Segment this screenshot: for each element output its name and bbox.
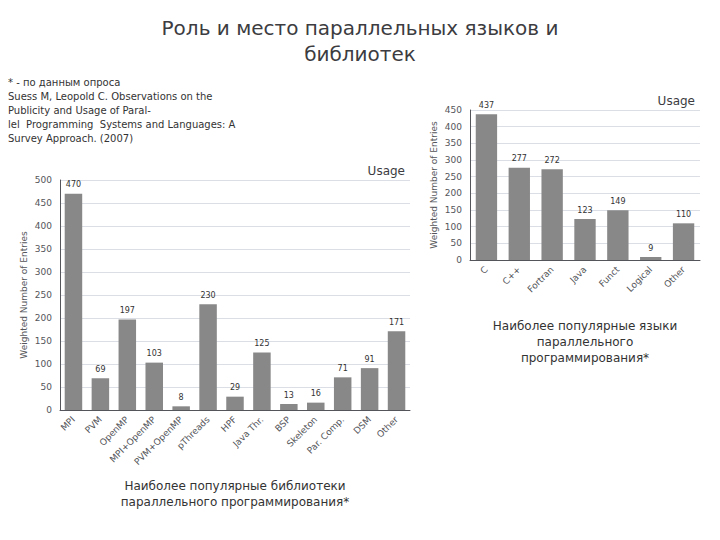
svg-text:470: 470 — [66, 180, 81, 189]
svg-text:* - по данным опроса: * - по данным опроса — [8, 77, 120, 88]
svg-text:DSM: DSM — [352, 414, 373, 435]
svg-text:Funct: Funct — [597, 264, 622, 289]
svg-text:Publicity and Usage of Paral-: Publicity and Usage of Paral- — [8, 105, 151, 116]
svg-text:библиотек: библиотек — [304, 42, 416, 66]
svg-text:Наиболее популярные языки: Наиболее популярные языки — [493, 319, 677, 333]
svg-text:71: 71 — [338, 364, 348, 373]
svg-text:Java Thr.: Java Thr. — [230, 414, 265, 449]
svg-text:Java: Java — [567, 264, 588, 285]
svg-text:MPI: MPI — [59, 414, 77, 432]
svg-text:Роль и место параллельных язык: Роль и место параллельных языков и — [162, 16, 559, 40]
svg-text:150: 150 — [35, 336, 52, 346]
svg-text:69: 69 — [95, 365, 105, 374]
svg-text:200: 200 — [35, 313, 52, 323]
svg-text:Other: Other — [662, 264, 687, 289]
svg-text:lel Programming Systems and: lel Programming Systems and Languages: A — [8, 119, 236, 130]
svg-text:Suess M, Leopold C. Observatio: Suess M, Leopold C. Observations on the — [8, 91, 213, 102]
svg-text:BSP: BSP — [273, 414, 293, 434]
svg-text:100: 100 — [445, 222, 462, 232]
svg-text:программирования*: программирования* — [521, 351, 649, 365]
svg-text:50: 50 — [41, 382, 53, 392]
svg-text:Usage: Usage — [368, 164, 405, 178]
svg-text:230: 230 — [200, 291, 215, 300]
svg-text:450: 450 — [445, 105, 462, 115]
svg-text:Other: Other — [375, 414, 400, 439]
svg-text:13: 13 — [284, 391, 294, 400]
svg-text:29: 29 — [230, 383, 240, 392]
svg-text:100: 100 — [35, 359, 52, 369]
svg-text:9: 9 — [648, 244, 653, 253]
svg-text:Par. Comp.: Par. Comp. — [305, 414, 346, 455]
svg-text:300: 300 — [35, 267, 52, 277]
svg-text:PVM+OpenMP: PVM+OpenMP — [132, 414, 185, 467]
svg-text:8: 8 — [179, 393, 184, 402]
svg-text:450: 450 — [35, 198, 52, 208]
svg-text:параллельного программирования: параллельного программирования* — [121, 495, 350, 509]
svg-text:Skeleton: Skeleton — [284, 414, 320, 449]
svg-text:MPI+OpenMP: MPI+OpenMP — [108, 414, 158, 464]
svg-text:400: 400 — [445, 122, 462, 132]
svg-text:91: 91 — [365, 355, 375, 364]
svg-text:0: 0 — [456, 255, 462, 265]
svg-text:400: 400 — [35, 221, 52, 231]
svg-text:pThreads: pThreads — [175, 414, 212, 451]
svg-text:150: 150 — [445, 205, 462, 215]
svg-text:Fortran: Fortran — [526, 264, 556, 294]
svg-text:197: 197 — [120, 306, 135, 315]
svg-text:PVM: PVM — [83, 414, 104, 435]
svg-text:0: 0 — [46, 405, 52, 415]
svg-text:350: 350 — [35, 244, 52, 254]
svg-text:C: C — [478, 264, 490, 276]
svg-text:Logical: Logical — [625, 264, 654, 293]
svg-text:200: 200 — [445, 188, 462, 198]
svg-text:Survey Approach. (2007): Survey Approach. (2007) — [8, 133, 133, 144]
svg-text:Usage: Usage — [658, 94, 695, 108]
svg-text:300: 300 — [445, 155, 462, 165]
svg-text:103: 103 — [147, 349, 162, 358]
svg-text:16: 16 — [311, 389, 321, 398]
svg-text:50: 50 — [451, 238, 463, 248]
svg-text:125: 125 — [254, 339, 269, 348]
svg-text:500: 500 — [35, 175, 52, 185]
svg-text:HPF: HPF — [219, 414, 238, 433]
svg-text:350: 350 — [445, 138, 462, 148]
svg-text:C++: C++ — [501, 264, 523, 286]
svg-text:Weighted Number of Entries: Weighted Number of Entries — [19, 231, 29, 359]
svg-text:277: 277 — [512, 154, 527, 163]
svg-text:123: 123 — [577, 206, 592, 215]
svg-text:110: 110 — [676, 210, 691, 219]
svg-text:437: 437 — [479, 101, 494, 110]
svg-text:250: 250 — [35, 290, 52, 300]
svg-text:параллельного: параллельного — [537, 335, 633, 349]
svg-text:Weighted Number of Entries: Weighted Number of Entries — [429, 121, 439, 249]
svg-text:250: 250 — [445, 172, 462, 182]
svg-text:272: 272 — [545, 156, 560, 165]
svg-text:149: 149 — [610, 197, 625, 206]
svg-text:171: 171 — [389, 318, 404, 327]
svg-text:Наиболее популярные библиотеки: Наиболее популярные библиотеки — [124, 479, 345, 493]
